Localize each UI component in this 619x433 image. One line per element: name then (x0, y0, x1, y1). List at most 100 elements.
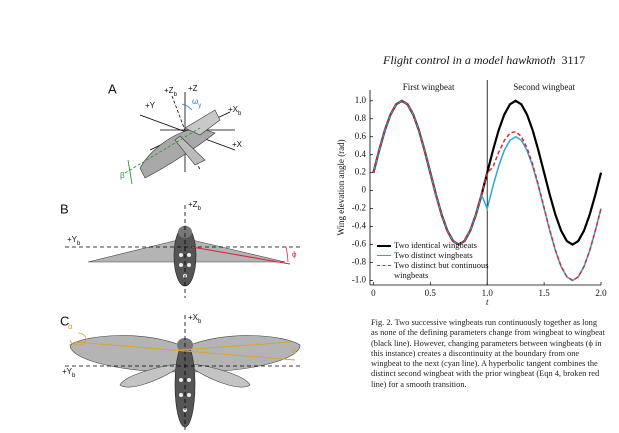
moth-head (178, 226, 192, 238)
omega-text: ω (192, 97, 198, 106)
y-tick-label: 1.0 (355, 95, 367, 105)
y-tick-label: -1.0 (352, 275, 367, 285)
axis-label: +Yb (62, 367, 76, 378)
axis-line (74, 341, 296, 361)
moth-wing (189, 239, 286, 263)
legend-entry: Two distinct wingbeats (377, 250, 489, 260)
omega-label: ωy (192, 97, 201, 108)
panel-label: C (60, 313, 69, 328)
panel-a: A +Zb +Z +Y +Xb +X ωy β (108, 81, 243, 185)
moth-spot (187, 378, 191, 382)
moth-spot (187, 393, 191, 397)
y-tick-label: -0.4 (352, 221, 367, 231)
axis-label-text: +Y (145, 101, 156, 110)
moth-spot (187, 263, 191, 267)
panel-label: B (60, 201, 69, 216)
moth-wing (174, 135, 206, 166)
x-tick-label: 0 (371, 288, 376, 298)
alpha-label: α (68, 322, 73, 331)
omega-sub: y (198, 103, 201, 109)
axis-label-text: +Z (164, 86, 174, 95)
axis-label-text: +X (232, 140, 243, 149)
annotation: First wingbeat (403, 82, 455, 92)
axis-label: +X (232, 140, 243, 149)
phi-label: ϕ (292, 250, 297, 259)
axis-label: +Zb (164, 86, 178, 97)
legend-swatch (377, 255, 391, 256)
y-axis-label: Wing elevation angle (rad) (336, 139, 346, 235)
angle-line (191, 246, 291, 265)
legend: Two identical wingbeats Two distinct wing… (377, 240, 489, 280)
beta-label: β (120, 171, 125, 180)
moth-spot (179, 263, 183, 267)
caption: Fig. 2. Two successive wingbeats run con… (371, 318, 611, 390)
axis-label-sub: b (77, 241, 81, 247)
axis-label-sub: b (198, 319, 202, 325)
rotation-arrow (69, 332, 87, 346)
moth-wing (184, 109, 221, 136)
legend-swatch (377, 245, 391, 247)
panel-c: C +Xb +Yb α θ (60, 313, 301, 430)
angle-line (179, 341, 293, 351)
caption-line: Fig. 2. Two successive wingbeats run con… (371, 318, 598, 327)
caption-line: this instance) creates a discontinuity a… (371, 348, 580, 358)
axis-label-text: +Z (188, 200, 198, 209)
axis-label: +Z (188, 84, 198, 93)
moth-wing (189, 335, 301, 373)
axis-label-text: +Z (188, 84, 198, 93)
axis-label: +Xb (228, 105, 242, 116)
y-tick-label: -0.6 (352, 239, 367, 249)
moth-spot (179, 393, 183, 397)
x-tick-label: 2.0 (595, 288, 607, 298)
y-tick-label: 0 (362, 185, 367, 195)
legend-entry: Two identical wingbeats (377, 240, 489, 250)
annotation: Second wingbeat (513, 82, 575, 92)
angle-line (124, 127, 201, 174)
page-number: 3117 (561, 53, 586, 67)
axis-label-sub: b (198, 206, 202, 212)
axis-label: +Xb (188, 313, 202, 324)
y-tick-label: 0.6 (355, 131, 367, 141)
y-tick-label: -0.2 (352, 203, 366, 213)
legend-entry: Two distinct but continuous wingbeats (377, 260, 489, 280)
moth-wing (87, 239, 181, 263)
caption-line: (black line). However, changing paramete… (371, 338, 602, 348)
series-line (372, 99, 602, 282)
axis-label-text: +Y (67, 235, 78, 244)
y-tick-label: 0.4 (355, 149, 367, 159)
axis-label-text: +X (188, 313, 199, 322)
legend-label: Two distinct wingbeats (394, 250, 473, 260)
axis-label: +Zb (188, 200, 202, 211)
rotation-arrow (181, 103, 193, 111)
axis-label-text: +X (228, 105, 239, 114)
moth-wing (69, 335, 181, 373)
moth-body (139, 127, 216, 179)
header-title: Flight control in a model hawkmoth (383, 53, 556, 67)
angle-arc (285, 246, 289, 263)
legend-swatch (377, 265, 391, 266)
axis-label: +Y (145, 101, 156, 110)
axis-label-sub: b (238, 111, 242, 117)
legend-label: Two identical wingbeats (394, 240, 477, 250)
axis-label-sub: b (72, 373, 76, 379)
moth-spot (179, 253, 183, 257)
angle-line (127, 159, 133, 185)
panel-b: B +Zb +Yb ϕ (60, 200, 300, 298)
caption-line: line) for a smooth transition. (371, 379, 467, 389)
chart: 1.0 0.8 0.6 0.4 0.2 0 -0.2 -0.4 -0.6 -0.8 -1.0 0 0.5… (336, 80, 607, 307)
axis-label: +Yb (67, 235, 81, 246)
caption-line: wingbeat to the next (cyan line). A hype… (371, 359, 598, 369)
moth-spot (187, 253, 191, 257)
axis-label-sub: b (174, 92, 178, 98)
running-header: Flight control in a model hawkmoth 3117 (383, 53, 585, 68)
caption-line: as none of the defining parameters chang… (371, 328, 605, 338)
x-tick-label: 1.5 (538, 288, 550, 298)
moth-wing (191, 363, 251, 388)
x-tick-label: 0.5 (425, 288, 437, 298)
y-tick-label: 0.2 (355, 167, 366, 177)
theta-label: θ (292, 347, 297, 356)
x-tick-label: 1.0 (482, 288, 494, 298)
legend-label: Two distinct but continuous wingbeats (394, 260, 489, 280)
